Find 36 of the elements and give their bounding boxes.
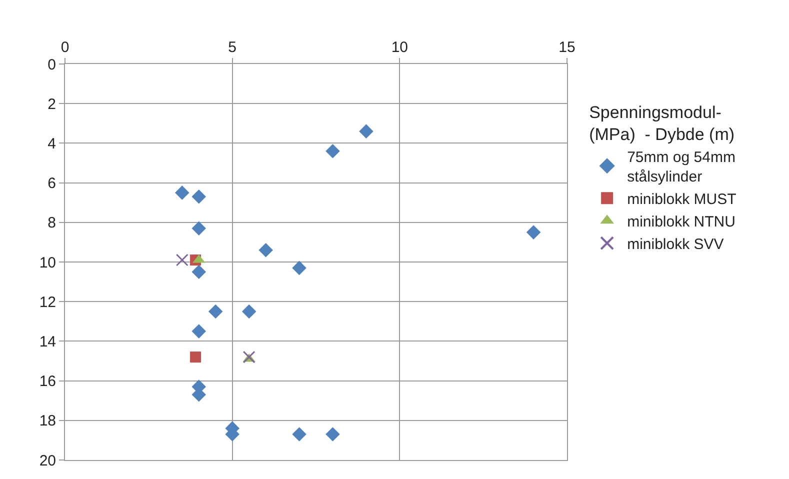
y-tick-label: 2: [48, 96, 56, 113]
point: [258, 242, 273, 258]
legend-label: miniblokk MUST: [627, 190, 736, 208]
legend-label: miniblokk SVV: [627, 236, 724, 253]
point: [174, 186, 190, 200]
point: [192, 324, 206, 338]
y-tick-label: 0: [48, 56, 56, 74]
y-tick-label: 18: [39, 412, 56, 430]
point: [208, 304, 223, 319]
point: [326, 427, 340, 442]
point: [326, 144, 340, 158]
point: [192, 221, 206, 236]
point: [176, 254, 188, 266]
x-tick-label: 10: [391, 39, 408, 56]
y-tick-label: 6: [48, 175, 56, 192]
point: [526, 225, 541, 240]
point: [192, 190, 206, 204]
point: [292, 427, 306, 442]
point: [192, 264, 206, 280]
point: [242, 350, 256, 364]
legend-title: Spenningsmodul- (MPa) - Dybde (m): [589, 102, 735, 144]
x-tick-label: 15: [558, 39, 576, 56]
point: [359, 124, 374, 138]
x-tick-label: 5: [228, 39, 236, 56]
legend-label: miniblokk NTNU: [627, 213, 736, 230]
x-tick-label: 0: [60, 39, 70, 56]
y-tick-label: 16: [39, 373, 56, 390]
y-tick-label: 14: [39, 333, 56, 350]
y-tick-label: 12: [39, 294, 56, 311]
point: [292, 260, 306, 276]
y-tick-label: 4: [48, 135, 56, 152]
point: [190, 352, 202, 363]
y-tick-label: 20: [39, 452, 56, 470]
y-tick-label: 10: [39, 254, 56, 272]
y-tick-label: 8: [48, 214, 56, 232]
point: [242, 304, 256, 319]
